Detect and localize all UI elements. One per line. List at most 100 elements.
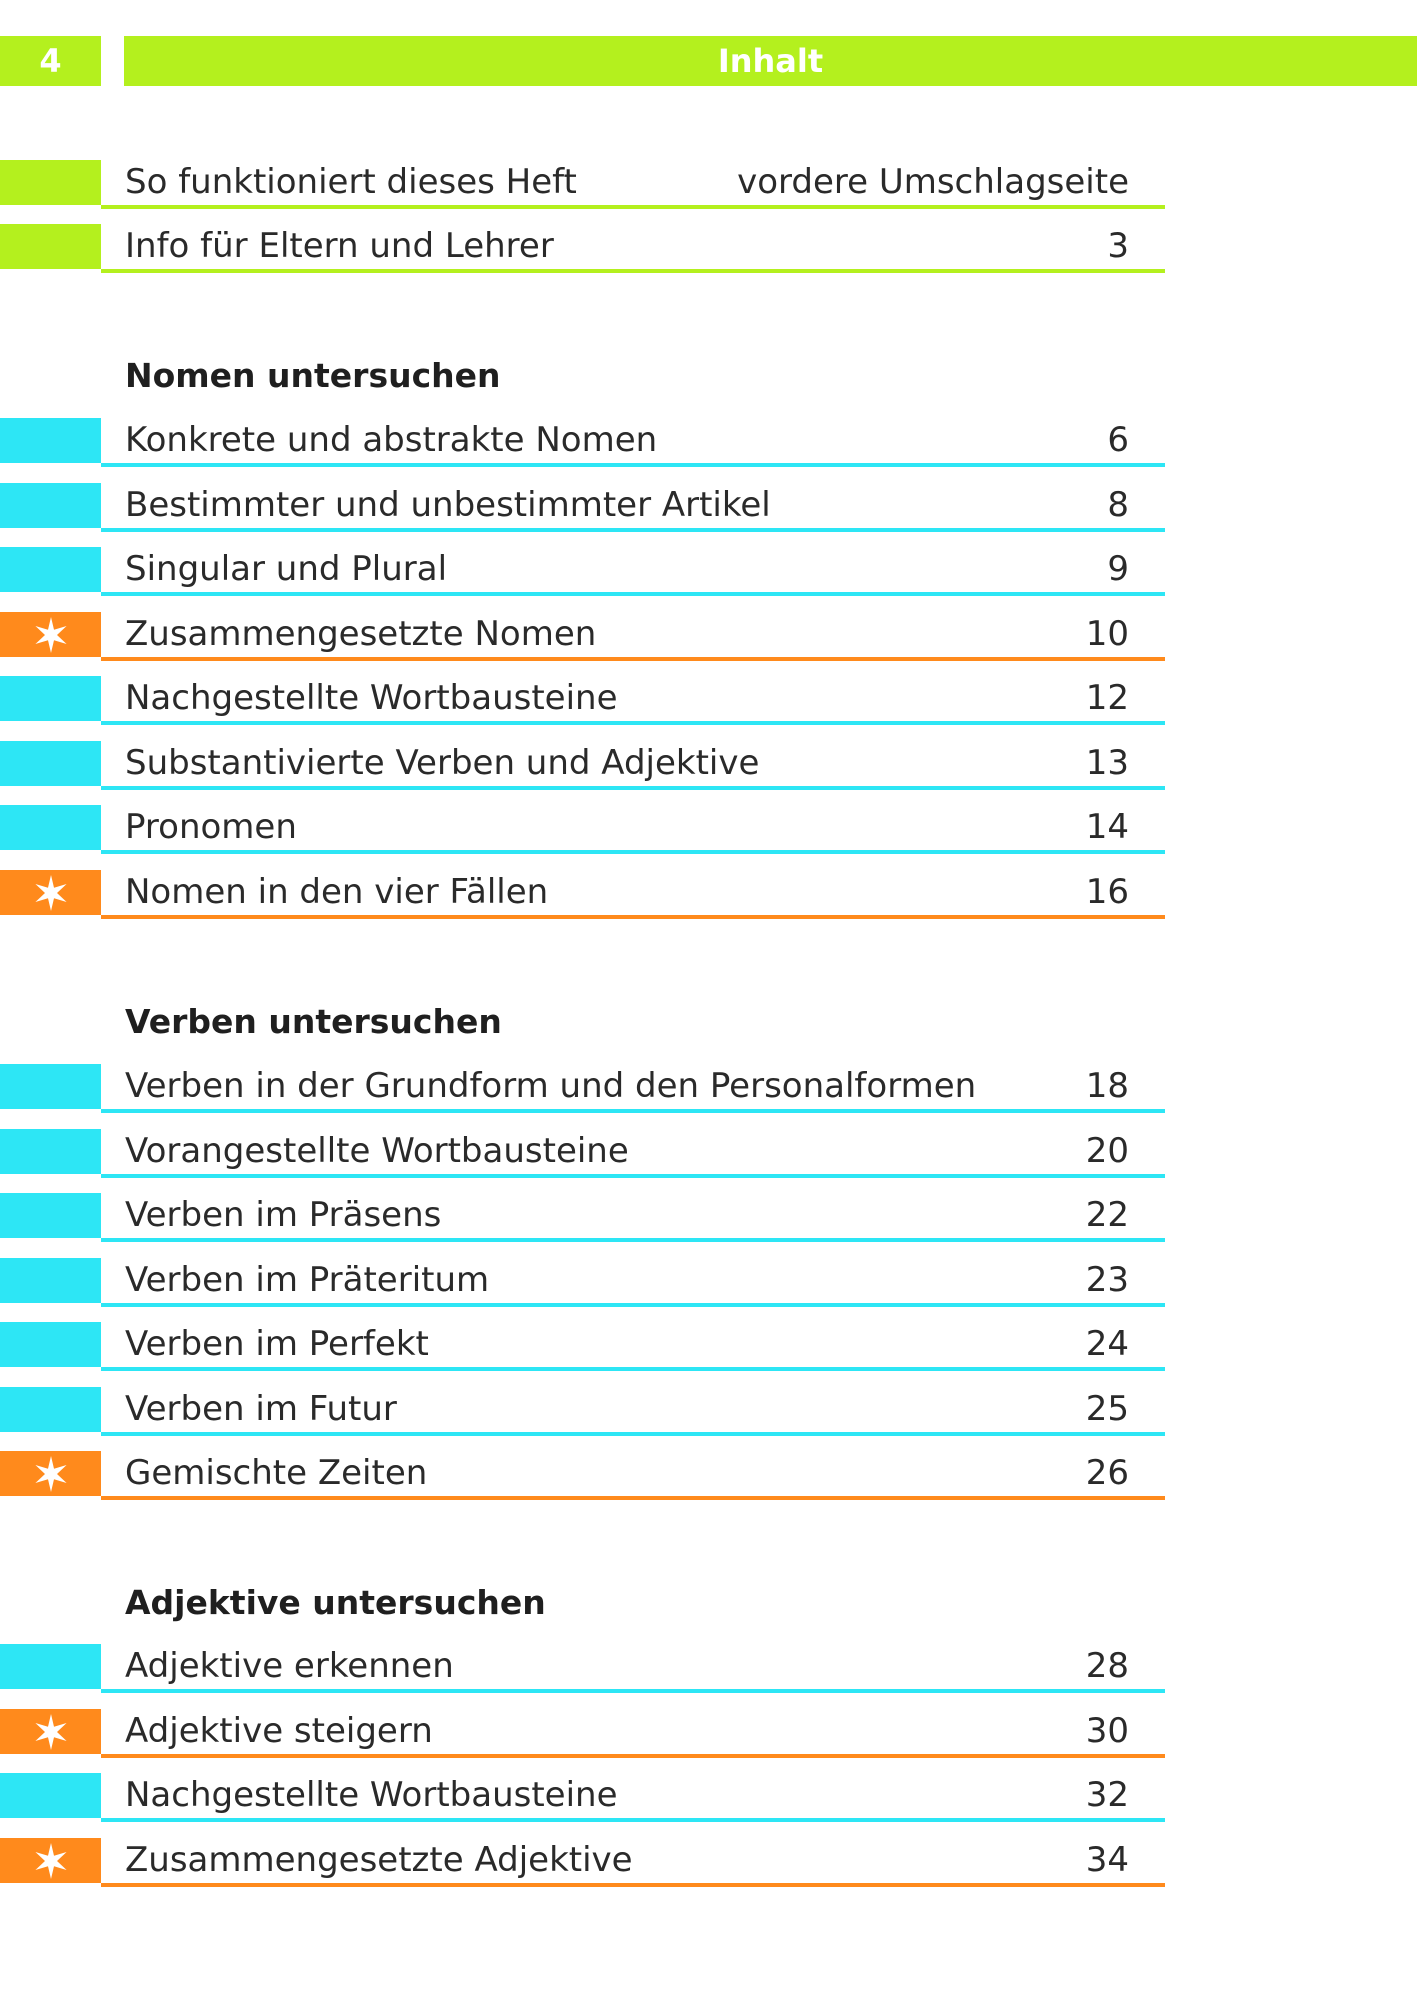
toc-entry[interactable]: Verben im Präsens 22	[0, 1193, 1165, 1243]
row-underline	[101, 1754, 1165, 1758]
toc-entry-page: 20	[1085, 1131, 1129, 1171]
row-underline	[101, 1109, 1165, 1113]
toc-entry-title: Nachgestellte Wortbausteine	[125, 1775, 618, 1815]
green-marker	[0, 160, 101, 205]
toc-entry[interactable]: Zusammengesetzte Nomen 10	[0, 612, 1165, 662]
page-header: 4 Inhalt	[0, 36, 1417, 86]
toc-entry[interactable]: Verben in der Grundform und den Personal…	[0, 1064, 1165, 1114]
toc-entry-title: Nachgestellte Wortbausteine	[125, 678, 618, 718]
toc-entry-page: 28	[1085, 1646, 1129, 1686]
toc-entry-page: vordere Umschlagseite	[737, 162, 1129, 202]
toc-entry[interactable]: Zusammengesetzte Adjektive 34	[0, 1838, 1165, 1888]
toc-entry-title: Singular und Plural	[125, 549, 448, 589]
toc-entry-title: Substantivierte Verben und Adjektive	[125, 743, 760, 783]
toc-entry-title: Verben im Präteritum	[125, 1260, 490, 1300]
toc-entry-page: 8	[1107, 485, 1129, 525]
row-underline	[101, 1238, 1165, 1242]
difficulty-star-marker	[0, 1838, 101, 1883]
toc-entry-page: 34	[1085, 1840, 1129, 1880]
cyan-marker	[0, 676, 101, 721]
toc-entry-page: 25	[1085, 1389, 1129, 1429]
row-underline	[101, 1818, 1165, 1822]
toc-entry[interactable]: Verben im Futur 25	[0, 1387, 1165, 1437]
cyan-marker	[0, 1258, 101, 1303]
section-heading: Nomen untersuchen	[125, 356, 501, 395]
section-heading: Adjektive untersuchen	[125, 1583, 546, 1622]
row-underline	[101, 1689, 1165, 1693]
row-underline	[101, 269, 1165, 273]
row-underline	[101, 1432, 1165, 1436]
toc-entry-page: 3	[1107, 226, 1129, 266]
row-underline	[101, 1303, 1165, 1307]
page-title: Inhalt	[124, 36, 1417, 86]
toc-entry-title: Pronomen	[125, 807, 297, 847]
difficulty-star-marker	[0, 870, 101, 915]
row-underline	[101, 850, 1165, 854]
toc-entry[interactable]: Konkrete und abstrakte Nomen 6	[0, 418, 1165, 468]
toc-entry-page: 13	[1085, 743, 1129, 783]
toc-entry[interactable]: Vorangestellte Wortbausteine 20	[0, 1129, 1165, 1179]
toc-entry-title: Zusammengesetzte Nomen	[125, 614, 597, 654]
toc-entry-title: Verben im Perfekt	[125, 1324, 429, 1364]
cyan-marker	[0, 1644, 101, 1689]
toc-entry[interactable]: Nachgestellte Wortbausteine 32	[0, 1773, 1165, 1823]
row-underline	[101, 657, 1165, 661]
toc-entry[interactable]: Pronomen 14	[0, 805, 1165, 855]
toc-entry-page: 32	[1085, 1775, 1129, 1815]
toc-entry-title: Vorangestellte Wortbausteine	[125, 1131, 629, 1171]
toc-entry-title: So funktioniert dieses Heft	[125, 162, 577, 202]
row-underline	[101, 1883, 1165, 1887]
star-icon	[34, 1455, 67, 1492]
toc-entry-page: 6	[1107, 420, 1129, 460]
toc-entry[interactable]: Singular und Plural 9	[0, 547, 1165, 597]
toc-entry-page: 10	[1085, 614, 1129, 654]
toc-entry[interactable]: Bestimmter und unbestimmter Artikel 8	[0, 483, 1165, 533]
toc-entry-title: Verben im Futur	[125, 1389, 397, 1429]
page-number: 4	[0, 36, 101, 86]
row-underline	[101, 528, 1165, 532]
toc-entry-page: 26	[1085, 1453, 1129, 1493]
toc-entry-page: 18	[1085, 1066, 1129, 1106]
difficulty-star-marker	[0, 1709, 101, 1754]
toc-entry-page: 12	[1085, 678, 1129, 718]
toc-entry-page: 30	[1085, 1711, 1129, 1751]
cyan-marker	[0, 418, 101, 463]
row-underline	[101, 592, 1165, 596]
row-underline	[101, 915, 1165, 919]
cyan-marker	[0, 1193, 101, 1238]
row-underline	[101, 721, 1165, 725]
cyan-marker	[0, 1387, 101, 1432]
toc-entry[interactable]: Info für Eltern und Lehrer 3	[0, 224, 1165, 274]
star-icon	[34, 1842, 67, 1879]
toc-entry[interactable]: Nomen in den vier Fällen 16	[0, 870, 1165, 920]
toc-entry[interactable]: Adjektive erkennen 28	[0, 1644, 1165, 1694]
toc-entry-page: 24	[1085, 1324, 1129, 1364]
cyan-marker	[0, 1322, 101, 1367]
green-marker	[0, 224, 101, 269]
toc-entry[interactable]: Nachgestellte Wortbausteine 12	[0, 676, 1165, 726]
row-underline	[101, 463, 1165, 467]
difficulty-star-marker	[0, 612, 101, 657]
row-underline	[101, 1174, 1165, 1178]
row-underline	[101, 205, 1165, 209]
row-underline	[101, 1496, 1165, 1500]
toc-entry[interactable]: Gemischte Zeiten 26	[0, 1451, 1165, 1501]
toc-entry[interactable]: Substantivierte Verben und Adjektive 13	[0, 741, 1165, 791]
toc-entry-page: 23	[1085, 1260, 1129, 1300]
toc-entry-title: Verben in der Grundform und den Personal…	[125, 1066, 977, 1106]
toc-entry[interactable]: Verben im Präteritum 23	[0, 1258, 1165, 1308]
toc-entry[interactable]: Adjektive steigern 30	[0, 1709, 1165, 1759]
cyan-marker	[0, 805, 101, 850]
cyan-marker	[0, 483, 101, 528]
toc-entry-title: Adjektive steigern	[125, 1711, 433, 1751]
toc-entry-title: Konkrete und abstrakte Nomen	[125, 420, 658, 460]
toc-entry[interactable]: Verben im Perfekt 24	[0, 1322, 1165, 1372]
row-underline	[101, 786, 1165, 790]
cyan-marker	[0, 1064, 101, 1109]
toc-entry[interactable]: So funktioniert dieses Heft vordere Umsch…	[0, 160, 1165, 210]
toc-entry-title: Adjektive erkennen	[125, 1646, 454, 1686]
star-icon	[34, 1713, 67, 1750]
cyan-marker	[0, 1773, 101, 1818]
toc-entry-title: Gemischte Zeiten	[125, 1453, 428, 1493]
toc-entry-page: 22	[1085, 1195, 1129, 1235]
